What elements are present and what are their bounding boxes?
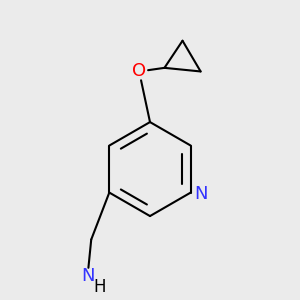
Text: H: H bbox=[93, 278, 105, 296]
Text: O: O bbox=[132, 62, 146, 80]
Text: N: N bbox=[81, 267, 94, 285]
Text: N: N bbox=[194, 185, 208, 203]
